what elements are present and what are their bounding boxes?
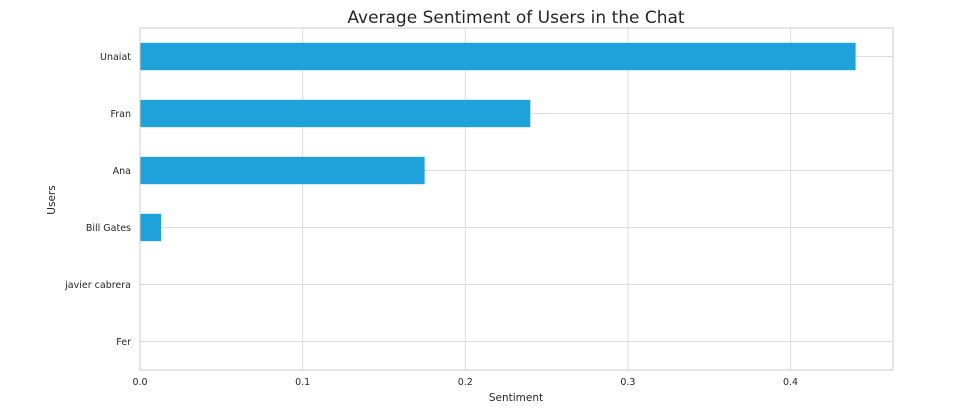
- y-tick-label: javier cabrera: [64, 280, 131, 291]
- bar-bill-gates: [140, 213, 162, 242]
- bar-unaiat: [140, 42, 856, 71]
- x-tick-label: 0.3: [620, 377, 635, 388]
- bar-ana: [140, 156, 425, 185]
- y-tick-label: Fer: [116, 337, 131, 348]
- y-tick-label: Ana: [113, 166, 131, 177]
- grid-lines: [139, 28, 893, 370]
- x-axis-label: Sentiment: [489, 392, 543, 404]
- bar-fran: [140, 99, 531, 128]
- x-tick-label: 0.4: [783, 377, 798, 388]
- bars: [140, 42, 856, 242]
- plot-frame: [139, 27, 894, 371]
- x-tick-label: 0.2: [458, 377, 473, 388]
- x-tick-label: 0.0: [132, 377, 147, 388]
- y-tick-labels: Unaiat Fran Ana Bill Gates javier cabrera Fer: [64, 52, 131, 348]
- x-tick-labels: 0.0 0.1 0.2 0.3 0.4: [132, 377, 798, 388]
- chart-title: Average Sentiment of Users in the Chat: [347, 8, 685, 28]
- y-axis-label: Users: [46, 185, 58, 214]
- y-tick-label: Fran: [110, 109, 131, 120]
- x-tick-label: 0.1: [295, 377, 310, 388]
- y-tick-label: Bill Gates: [86, 223, 131, 234]
- y-tick-label: Unaiat: [100, 52, 131, 63]
